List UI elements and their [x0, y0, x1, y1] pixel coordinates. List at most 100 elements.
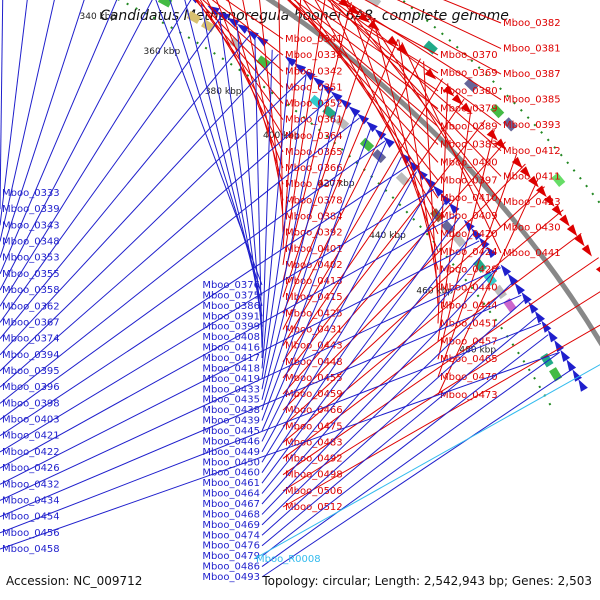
gene-label: Mboo_0434	[2, 495, 60, 506]
gene-label: Mboo_0362	[2, 301, 60, 312]
gene-label: Mboo_0403	[2, 415, 60, 426]
gene-label: Mboo_0398	[2, 398, 60, 409]
gene-connector	[0, 0, 153, 291]
gene-label: Mboo_0365	[285, 147, 343, 158]
gene-label: Mboo_0377	[285, 179, 343, 190]
gene-connector	[396, 0, 502, 50]
feature-box	[157, 0, 173, 8]
gene-label: Mboo_0465	[440, 354, 498, 365]
gene-connector	[367, 14, 502, 228]
gene-connector	[0, 188, 434, 453]
gene-connector	[401, 42, 502, 254]
gene-connector	[261, 201, 446, 473]
gene-connector	[0, 74, 307, 372]
gene-connector	[0, 240, 480, 485]
gene-connector	[303, 0, 439, 199]
gene-label: Mboo_0367	[2, 317, 60, 328]
gene-connector	[372, 18, 439, 270]
gene-label: Mboo_0476	[202, 541, 260, 552]
gene-connector	[282, 119, 486, 379]
gene-label: Mboo_0506	[285, 486, 343, 497]
gene-label: Mboo_0366	[285, 163, 343, 174]
gene-connector	[0, 16, 222, 323]
gene-label: Mboo_0460	[202, 468, 260, 479]
forward-gene-arrow	[536, 185, 547, 198]
gene-label: Mboo_0411	[503, 171, 561, 182]
gene-label: Mboo_0461	[202, 478, 260, 489]
gene-label: Mboo_0374	[2, 334, 60, 345]
gene-label: Mboo_0479	[202, 551, 260, 562]
forward-gene-arrow	[486, 129, 498, 141]
forward-gene-arrow	[543, 194, 555, 207]
reverse-gene-arrow	[357, 113, 370, 125]
gene-connector	[261, 369, 571, 578]
gene-label: Mboo_0353	[2, 253, 60, 264]
gene-label: Mboo_0431	[285, 324, 343, 335]
gene-label: Mboo_0358	[2, 285, 60, 296]
gene-label: Mboo_0352	[285, 99, 343, 110]
gene-connector	[0, 164, 410, 437]
reverse-gene-arrow	[534, 311, 545, 324]
gene-connector	[282, 20, 376, 298]
gene-connector	[261, 114, 356, 411]
forward-gene-arrow	[566, 224, 578, 237]
gene-label: Mboo_0400	[440, 157, 498, 168]
gene-label: Mboo_0423	[503, 197, 561, 208]
gene-connector	[293, 0, 439, 110]
gene-connector	[261, 127, 372, 421]
gene-connector	[261, 249, 487, 505]
gene-connector	[0, 0, 28, 226]
reverse-gene-arrow	[566, 359, 577, 372]
gene-connector	[0, 140, 386, 420]
feature-box	[493, 284, 507, 300]
backbone-ring	[265, 0, 600, 347]
gene-connector	[225, 0, 284, 40]
gene-label: Mboo_0451	[440, 318, 498, 329]
gene-connector	[0, 0, 4, 210]
gene-connector	[254, 37, 263, 348]
gene-label: Mboo_0376	[202, 280, 260, 291]
reverse-gene-arrow	[330, 91, 343, 103]
reverse-gene-arrow	[478, 237, 490, 250]
gene-label: Mboo_0444	[440, 301, 498, 312]
forward-gene-arrow	[581, 244, 592, 257]
gene-connector	[219, 15, 263, 327]
gene-label: Mboo_0379	[440, 104, 498, 115]
gene-connector	[261, 186, 432, 463]
gene-label: Mboo_0454	[2, 512, 60, 523]
gene-connector	[327, 0, 502, 152]
reverse-gene-arrow	[486, 246, 497, 259]
gene-label: Mboo_0417	[202, 353, 260, 364]
reverse-gene-arrow	[348, 106, 361, 117]
gene-connector	[314, 0, 439, 217]
gene-connector	[261, 87, 324, 390]
gene-label: Mboo_0433	[202, 384, 260, 395]
gene-label: Mboo_0467	[202, 499, 260, 510]
feature-box	[359, 137, 375, 152]
gene-label: Mboo_0391	[202, 311, 260, 322]
gene-connector	[330, 0, 502, 177]
gene-label: Mboo_0466	[285, 405, 343, 416]
gene-connector	[261, 171, 417, 453]
gene-label: Mboo_0443	[285, 341, 343, 352]
feature-box	[540, 352, 554, 368]
gene-connector	[329, 0, 439, 235]
gene-connector	[236, 26, 263, 338]
gene-label: Mboo_0512	[285, 502, 343, 513]
kbp-tick-label: 360 kbp	[144, 47, 181, 57]
forward-gene-arrow	[451, 93, 464, 106]
feature-box	[366, 0, 382, 8]
forward-gene-arrow	[559, 214, 570, 227]
gene-connector	[0, 267, 501, 501]
feature-box	[451, 232, 466, 248]
gene-connector	[261, 299, 525, 536]
gene-connector	[282, 2, 352, 282]
gene-connector	[0, 117, 360, 404]
kbp-tick-label: 380 kbp	[205, 87, 242, 97]
reverse-gene-arrow	[207, 5, 220, 16]
gene-label: Mboo_0401	[285, 244, 343, 255]
gene-label: Mboo_0381	[503, 44, 561, 55]
gene-label: Mboo_0410	[440, 193, 498, 204]
gene-label: Mboo_0385	[503, 95, 561, 106]
gene-label: Mboo_0369	[440, 68, 498, 79]
